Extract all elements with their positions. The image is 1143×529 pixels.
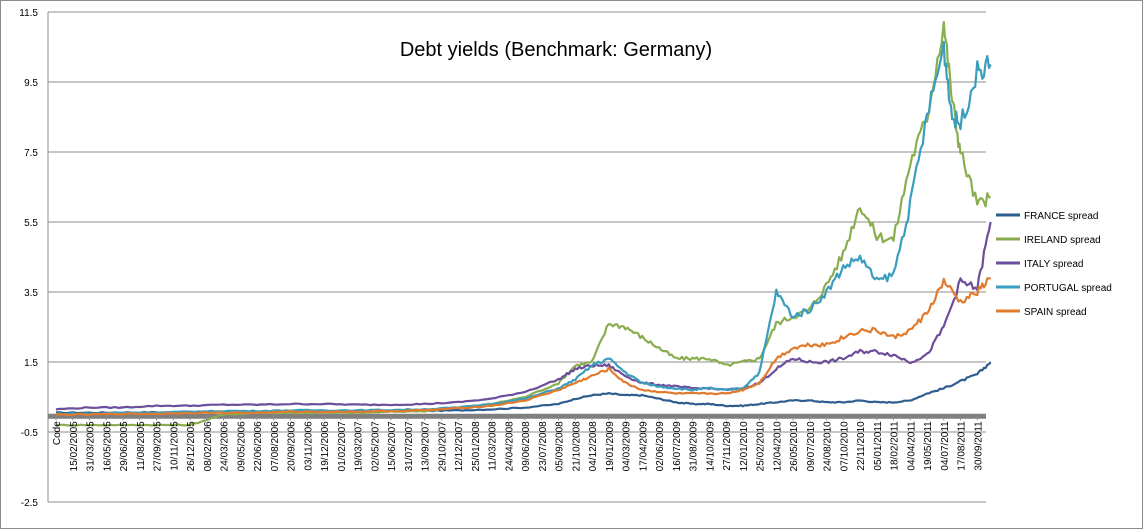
x-tick-label: 16/05/2005 bbox=[102, 421, 113, 471]
x-tick-label: 17/04/2009 bbox=[638, 421, 649, 471]
legend-label: IRELAND spread bbox=[1024, 235, 1101, 246]
x-tick-label: 01/02/2007 bbox=[337, 421, 348, 471]
x-tick-label: 02/06/2009 bbox=[655, 421, 666, 471]
x-tick-label: 31/03/2005 bbox=[86, 421, 97, 471]
x-tick-label: 24/08/2010 bbox=[823, 421, 834, 471]
x-tick-label: 27/09/2005 bbox=[153, 421, 164, 471]
x-tick-label: 30/09/2011 bbox=[973, 421, 984, 471]
x-tick-label: 15/02/2005 bbox=[69, 421, 80, 471]
y-axis-ticks: 11.5 9.5 7.5 5.5 3.5 1.5 -0.5 -2.5 bbox=[19, 8, 38, 509]
x-axis-ticks: Code 15/02/2005 31/03/2005 16/05/2005 29/06/… bbox=[52, 416, 984, 471]
x-tick-label: 15/06/2007 bbox=[387, 421, 398, 471]
x-tick-label: 20/09/2006 bbox=[287, 421, 298, 471]
y-tick-label: 9.5 bbox=[24, 78, 38, 89]
x-tick-label: 19/05/2011 bbox=[923, 421, 934, 471]
legend-label: SPAIN spread bbox=[1024, 307, 1087, 318]
x-tick-label: 22/06/2006 bbox=[253, 421, 264, 471]
legend-label: FRANCE spread bbox=[1024, 211, 1098, 222]
series-line bbox=[55, 221, 992, 411]
x-tick-label: 31/07/2007 bbox=[404, 421, 415, 471]
y-tick-label: 3.5 bbox=[24, 288, 38, 299]
x-tick-label: 13/09/2007 bbox=[421, 421, 432, 471]
x-tick-label: 19/01/2009 bbox=[605, 421, 616, 471]
x-tick-label: 24/03/2006 bbox=[220, 421, 231, 471]
x-tick-label: 05/01/2011 bbox=[873, 421, 884, 471]
series-lines bbox=[55, 21, 992, 427]
x-tick-label: 12/12/2007 bbox=[454, 421, 465, 471]
x-tick-label: 19/12/2006 bbox=[320, 421, 331, 471]
x-tick-label: 03/11/2006 bbox=[303, 421, 314, 471]
x-tick-label: 09/05/2006 bbox=[236, 421, 247, 471]
x-tick-label: 04/12/2008 bbox=[588, 421, 599, 471]
x-tick-label: 11/03/2008 bbox=[488, 421, 499, 471]
x-tick-label: 31/08/2009 bbox=[689, 421, 700, 471]
x-tick-label: 17/08/2011 bbox=[957, 421, 968, 471]
x-tick-label: 26/12/2005 bbox=[186, 421, 197, 471]
chart-title: Debt yields (Benchmark: Germany) bbox=[400, 39, 712, 61]
legend-label: ITALY spread bbox=[1024, 259, 1083, 270]
x-tick-label: 26/05/2010 bbox=[789, 421, 800, 471]
x-tick-label: 12/01/2010 bbox=[739, 421, 750, 471]
legend-label: PORTUGAL spread bbox=[1024, 283, 1112, 294]
x-tick-label: 22/11/2010 bbox=[856, 421, 867, 471]
x-tick-label: 29/06/2005 bbox=[119, 421, 130, 471]
x-tick-label: 05/09/2008 bbox=[555, 421, 566, 471]
x-tick-label: 04/07/2011 bbox=[940, 421, 951, 471]
x-tick-label: 08/02/2006 bbox=[203, 421, 214, 471]
x-tick-label: 21/10/2008 bbox=[571, 421, 582, 471]
y-tick-label: 1.5 bbox=[24, 358, 38, 369]
x-tick-label: 04/04/2011 bbox=[906, 421, 917, 471]
series-line bbox=[55, 21, 991, 427]
x-tick-label: 09/06/2008 bbox=[521, 421, 532, 471]
x-tick-label: 25/01/2008 bbox=[471, 421, 482, 471]
y-tick-label: -0.5 bbox=[21, 428, 39, 439]
x-tick-label: 14/10/2009 bbox=[705, 421, 716, 471]
x-tick-label: 10/11/2005 bbox=[169, 421, 180, 471]
series-line bbox=[55, 276, 991, 417]
x-tick-label: 02/05/2007 bbox=[370, 421, 381, 471]
x-tick-label: 11/08/2005 bbox=[136, 421, 147, 471]
x-tick-label: 07/10/2010 bbox=[839, 421, 850, 471]
y-tick-label: 11.5 bbox=[19, 8, 38, 19]
x-tick-label: 27/11/2009 bbox=[722, 421, 733, 471]
x-tick-label: 29/10/2007 bbox=[437, 421, 448, 471]
x-tick-label: 18/02/2011 bbox=[890, 421, 901, 471]
x-tick-label: 24/04/2008 bbox=[504, 421, 515, 471]
legend: FRANCE spread IRELAND spread ITALY spread P… bbox=[996, 211, 1112, 318]
x-tick-label: 16/07/2009 bbox=[672, 421, 683, 471]
y-tick-label: -2.5 bbox=[21, 498, 39, 509]
x-tick-label: 12/04/2010 bbox=[772, 421, 783, 471]
x-tick-label: 09/07/2010 bbox=[806, 421, 817, 471]
x-tick-label: 07/08/2006 bbox=[270, 421, 281, 471]
x-tick-label: Code bbox=[52, 421, 63, 445]
x-tick-label: 19/03/2007 bbox=[354, 421, 365, 471]
x-tick-label: 23/07/2008 bbox=[538, 421, 549, 471]
x-tick-label: 25/02/2010 bbox=[756, 421, 767, 471]
y-tick-label: 7.5 bbox=[24, 148, 38, 159]
x-tick-label: 04/03/2009 bbox=[622, 421, 633, 471]
y-tick-label: 5.5 bbox=[24, 218, 38, 229]
